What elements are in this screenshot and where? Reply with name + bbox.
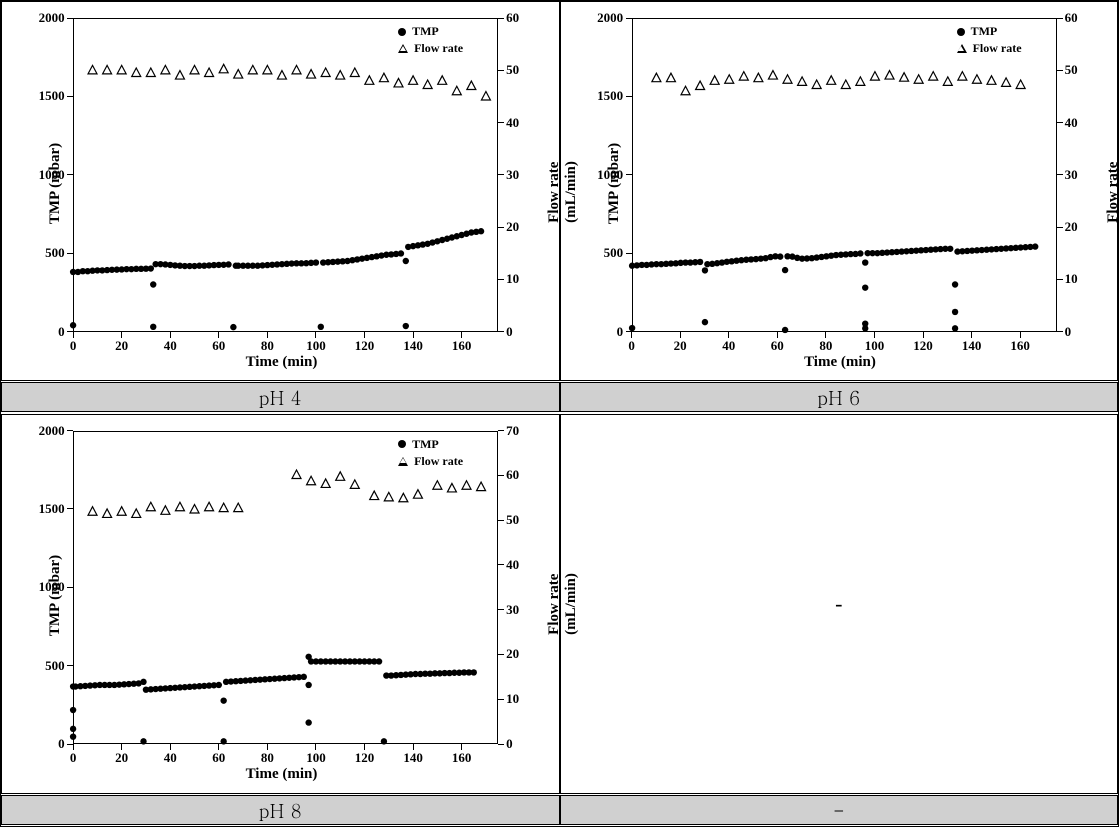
chart-grid: 0204060801001201401600500100015002000010… — [0, 0, 1119, 827]
panel-ph6: 0204060801001201401600500100015002000010… — [560, 1, 1119, 381]
empty-placeholder: - — [835, 591, 842, 617]
caption-empty: - — [560, 795, 1119, 825]
caption-ph4: pH 4 — [1, 382, 560, 412]
caption-ph8: pH 8 — [1, 795, 560, 825]
panel-empty: - — [560, 414, 1119, 794]
caption-ph6: pH 6 — [560, 382, 1119, 412]
panel-ph8: 0204060801001201401600500100015002000010… — [1, 414, 560, 794]
panel-ph4: 0204060801001201401600500100015002000010… — [1, 1, 560, 381]
